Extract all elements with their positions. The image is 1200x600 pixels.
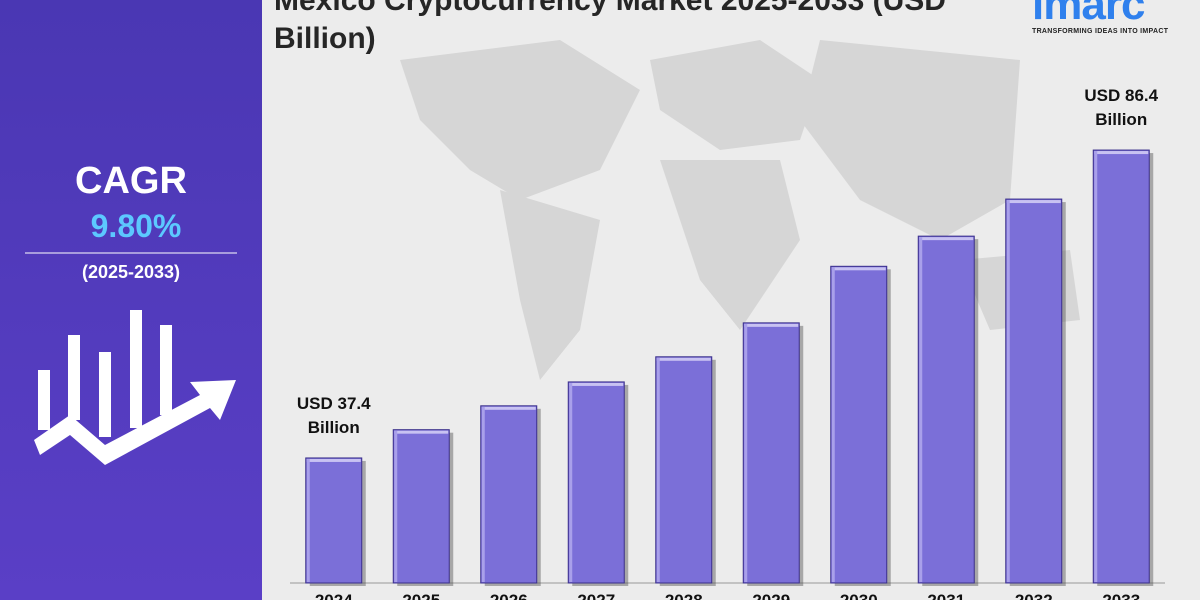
value-label: USD 86.4 Billion [1084,86,1159,130]
bar-highlight [394,430,449,434]
value-label: USD 37.4 Billion [296,393,371,437]
bar-edge [481,406,485,582]
cagr-value: 9.80% [90,208,182,244]
x-tick-label: 2024 [315,591,353,600]
bar [392,429,450,584]
bar-edge [1094,151,1098,582]
bar-edge [1006,200,1010,583]
bar-highlight [744,323,799,327]
bar-edge [569,382,573,582]
bar [655,356,713,584]
bar-edge [394,430,398,582]
bar-highlight [656,357,711,361]
bar [742,322,800,584]
x-tick-label: 2028 [665,591,703,600]
bar [1092,149,1150,584]
bar-highlight [1006,200,1061,204]
cagr-label: CAGR [75,160,187,202]
bar [1005,198,1063,584]
x-tick-label: 2031 [927,591,965,600]
bar-edge [656,357,660,582]
bar [567,381,625,584]
bar-edge [831,267,835,582]
chart-title: Mexico Cryptocurrency Market 2025-2033 (… [274,0,946,55]
world-map [400,40,1080,380]
bar-highlight [919,237,974,241]
bar [480,405,538,584]
bar-highlight [831,267,886,271]
left-panel [0,0,262,600]
x-tick-label: 2032 [1015,591,1053,600]
x-tick-label: 2026 [490,591,528,600]
x-tick-label: 2025 [402,591,440,600]
bar-highlight [569,382,624,386]
bar [830,265,888,584]
bar-edge [744,323,748,582]
bar [917,235,975,584]
bar-edge [306,458,310,582]
logo-tagline: TRANSFORMING IDEAS INTO IMPACT [1032,28,1169,35]
x-tick-label: 2033 [1102,591,1140,600]
logo: imarc [1032,0,1145,29]
growth-icon [34,310,236,465]
x-tick-label: 2030 [840,591,878,600]
x-tick-label: 2027 [577,591,615,600]
x-tick-label: 2029 [752,591,790,600]
bar-edge [919,237,923,582]
cagr-period: (2025-2033) [81,262,181,282]
bar-highlight [481,406,536,410]
bar [305,457,363,584]
bar-highlight [306,458,361,462]
bar-highlight [1094,151,1149,155]
